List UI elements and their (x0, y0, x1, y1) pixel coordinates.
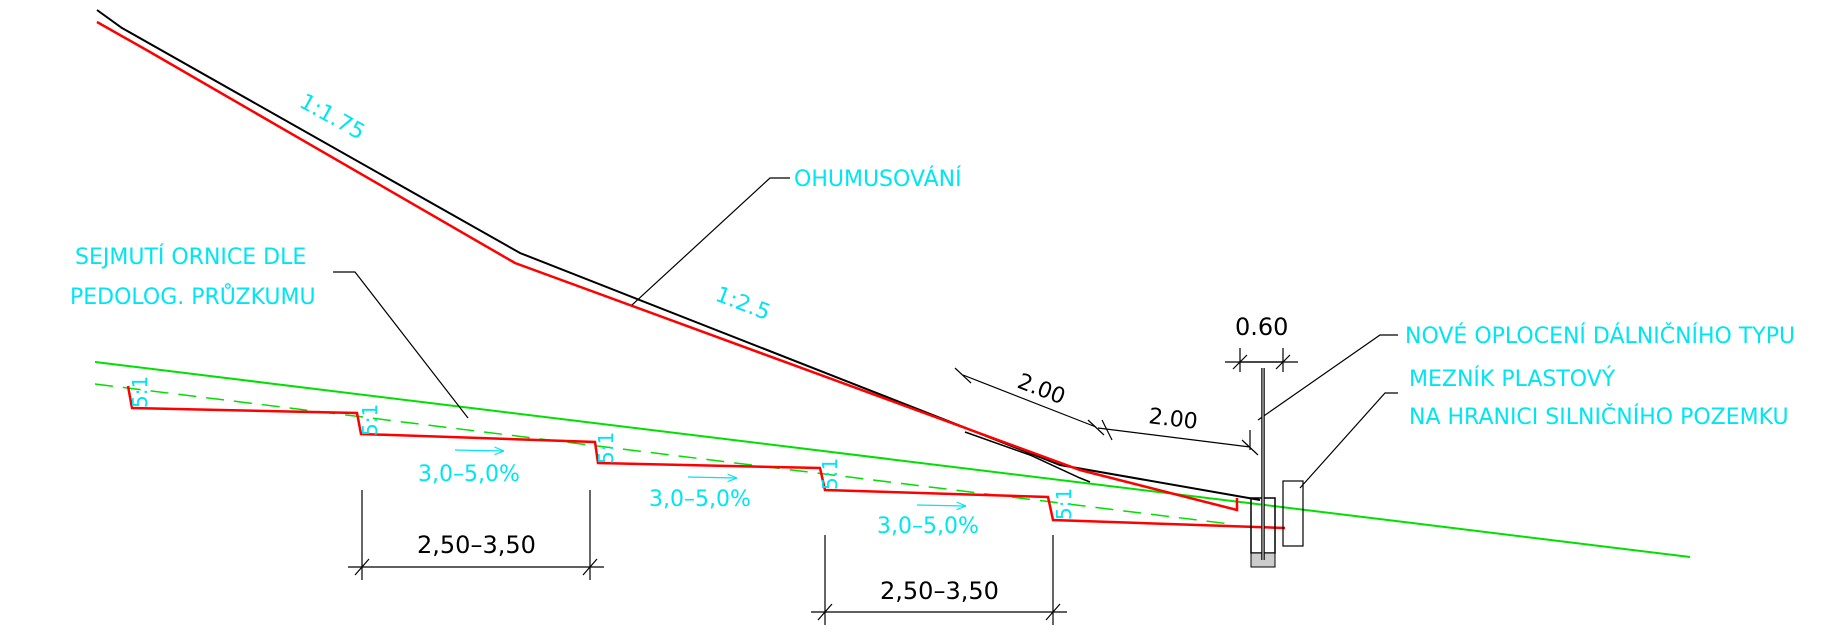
grade-arrow-2 (687, 477, 736, 478)
fence-leader (1257, 334, 1398, 421)
ohumusovani-leader (631, 177, 790, 306)
step-slope-label-1: 5:1 (128, 376, 152, 408)
fence-label: NOVÉ OPLOCENÍ DÁLNIČNÍHO TYPU (1405, 323, 1795, 349)
bench-width-label-1: 2,50–3,50 (417, 531, 536, 559)
step-slope-label-2: 5:1 (358, 404, 382, 436)
fence-width-label: 0.60 (1235, 313, 1288, 341)
slope-toe-curve (964, 431, 1091, 483)
existing-terrain-line (94, 361, 1691, 558)
slope-label-upper: 1:1.75 (295, 89, 369, 145)
sejmuti-label-line2: PEDOLOG. PRŮZKUMU (70, 283, 316, 310)
sejmuti-leader (333, 271, 469, 419)
stepped-benches-line (126, 385, 1286, 530)
dimension-fence-width (1225, 348, 1298, 372)
ohumusovani-label: OHUMUSOVÁNÍ (794, 166, 962, 192)
step-slope-label-4: 5:1 (818, 458, 842, 490)
meznik-leader (1299, 392, 1398, 489)
grade-arrow-1 (454, 450, 503, 451)
embankment-slope-line (96, 20, 1239, 512)
sejmuti-label-line1: SEJMUTÍ ORNICE DLE (75, 244, 306, 270)
bench-grade-label-1: 3,0–5,0% (418, 462, 520, 487)
dimension-bench-2 (811, 535, 1067, 625)
meznik-label-line2: NA HRANICI SILNIČNÍHO POZEMKU (1409, 404, 1789, 430)
bench-grade-label-3: 3,0–5,0% (877, 514, 979, 539)
grade-arrow-3 (916, 505, 965, 506)
step-slope-label-3: 5:1 (594, 432, 618, 464)
offset-label-2: 2.00 (1147, 404, 1199, 435)
topsoil-boundary-dashed (94, 383, 1231, 525)
offset-label-1: 2.00 (1014, 369, 1069, 410)
dimension-bench-1 (348, 490, 604, 580)
meznik-label-line1: MEZNÍK PLASTOVÝ (1409, 366, 1616, 392)
step-slope-label-5: 5:1 (1052, 488, 1076, 520)
humus-surface-line (96, 9, 1261, 501)
bench-grade-label-2: 3,0–5,0% (649, 487, 751, 512)
dimension-offsets (954, 367, 1259, 456)
slope-label-lower: 1:2.5 (712, 282, 774, 326)
bench-width-label-2: 2,50–3,50 (880, 577, 999, 605)
plastic-marker (1282, 480, 1304, 547)
